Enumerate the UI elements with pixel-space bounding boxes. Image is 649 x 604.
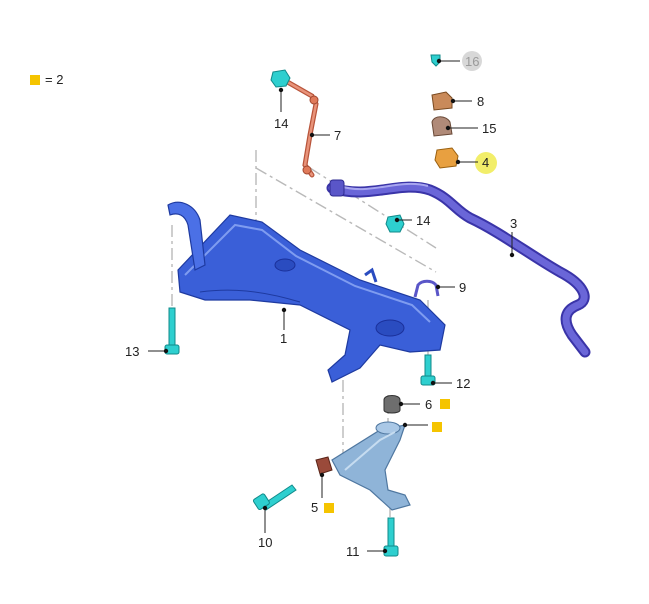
callout-label: 6 — [425, 397, 432, 412]
callout-label: 15 — [482, 121, 496, 136]
callout-label: 1 — [280, 331, 287, 346]
front-subframe — [167, 201, 446, 383]
callout-label: 12 — [456, 376, 470, 391]
marker-square-icon — [324, 503, 334, 513]
fasteners — [164, 54, 441, 557]
callout-label: 7 — [334, 128, 341, 143]
callout-label: 10 — [258, 535, 272, 550]
callout-label: 4 — [482, 155, 489, 170]
callout-label: 13 — [125, 344, 139, 359]
callout-label: 8 — [477, 94, 484, 109]
callout-leaders — [148, 58, 515, 554]
lower-control-arm — [331, 421, 411, 511]
legend-text: = 2 — [45, 72, 64, 87]
callout-label: 14 — [416, 213, 430, 228]
bushing-group — [413, 91, 459, 298]
callout-labels: 1 3 4 5 6 7 8 9 10 11 12 13 14 14 15 16 — [125, 54, 517, 559]
legend-square-icon — [30, 75, 40, 85]
bump-stop-and-bushing — [315, 395, 401, 475]
callout-label: 16 — [465, 54, 479, 69]
stabilizer-link — [281, 77, 319, 178]
callout-label: 9 — [459, 280, 466, 295]
quantity-markers — [324, 399, 450, 513]
callout-label: 5 — [311, 500, 318, 515]
stabilizer-bar — [326, 179, 591, 358]
callout-label: 3 — [510, 216, 517, 231]
marker-square-icon — [432, 422, 442, 432]
greyed-circle-16 — [462, 51, 482, 71]
callout-label: 14 — [274, 116, 288, 131]
highlight-circle-4 — [475, 152, 497, 174]
marker-square-icon — [440, 399, 450, 409]
callout-label: 11 — [346, 544, 360, 559]
